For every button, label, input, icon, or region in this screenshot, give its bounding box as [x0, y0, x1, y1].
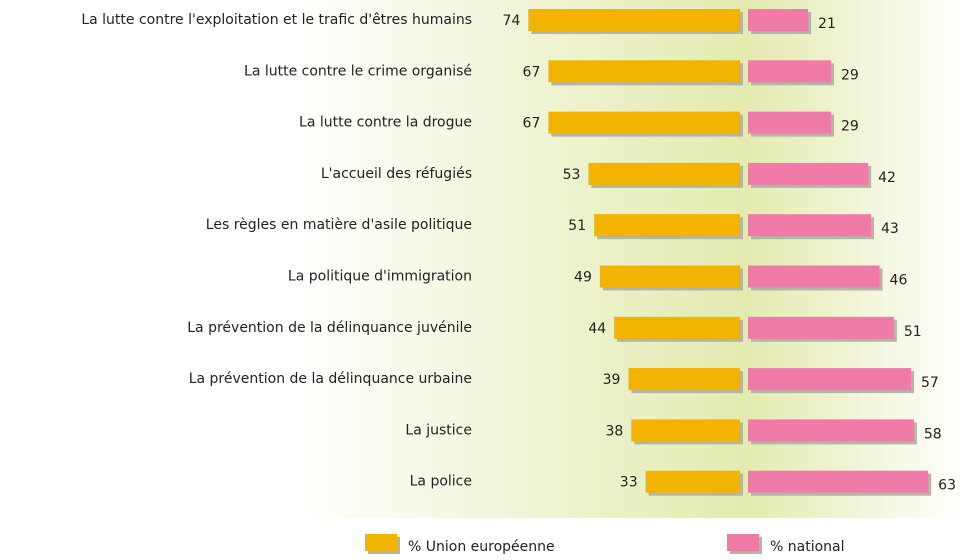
bar: [748, 111, 831, 134]
category-label: La prévention de la délinquance urbaine: [189, 371, 472, 387]
bar: [748, 419, 914, 442]
value-label: 29: [841, 67, 859, 83]
bar: [628, 368, 740, 391]
value-label: 43: [881, 221, 899, 237]
value-label: 49: [574, 270, 592, 286]
value-label: 38: [605, 423, 623, 439]
value-label: 39: [603, 372, 621, 388]
bar: [748, 470, 929, 493]
value-label: 29: [841, 119, 859, 135]
value-label: 57: [921, 375, 939, 391]
bar: [588, 162, 740, 185]
value-label: 51: [904, 324, 922, 340]
value-label: 63: [938, 478, 956, 494]
category-label: La politique d'immigration: [288, 269, 472, 285]
bar: [748, 368, 912, 391]
legend-label: % national: [770, 539, 845, 555]
bar: [748, 214, 871, 237]
category-label: La lutte contre l'exploitation et le tra…: [81, 12, 472, 28]
legend-swatch: [727, 534, 759, 551]
bar: [748, 60, 831, 83]
value-label: 58: [924, 426, 942, 442]
bar: [748, 162, 869, 185]
value-label: 67: [523, 64, 541, 80]
category-label: La justice: [405, 422, 472, 438]
value-label: 33: [620, 475, 638, 491]
bar: [548, 60, 740, 83]
value-label: 53: [563, 167, 581, 183]
category-label: L'accueil des réfugiés: [321, 166, 472, 182]
bar: [614, 316, 740, 339]
bar: [599, 265, 740, 288]
legend-swatch: [365, 534, 397, 551]
bar: [748, 9, 809, 31]
category-label: La lutte contre le crime organisé: [244, 63, 472, 79]
bar: [748, 316, 894, 339]
value-label: 67: [523, 116, 541, 132]
bar: [548, 111, 740, 134]
category-label: La police: [410, 474, 472, 490]
bar: [631, 419, 740, 442]
value-label: 74: [503, 13, 521, 29]
category-label: La lutte contre la drogue: [299, 115, 472, 131]
value-label: 42: [878, 170, 896, 186]
legend-label: % Union européenne: [408, 539, 555, 555]
category-label: La prévention de la délinquance juvénile: [187, 320, 472, 336]
category-label: Les règles en matière d'asile politique: [206, 217, 472, 233]
value-label: 44: [588, 321, 606, 337]
value-label: 46: [890, 273, 908, 289]
value-label: 51: [568, 218, 586, 234]
bar: [528, 9, 740, 31]
value-label: 21: [818, 16, 836, 32]
bar: [594, 214, 740, 237]
bar: [645, 470, 740, 493]
bar: [748, 265, 880, 288]
